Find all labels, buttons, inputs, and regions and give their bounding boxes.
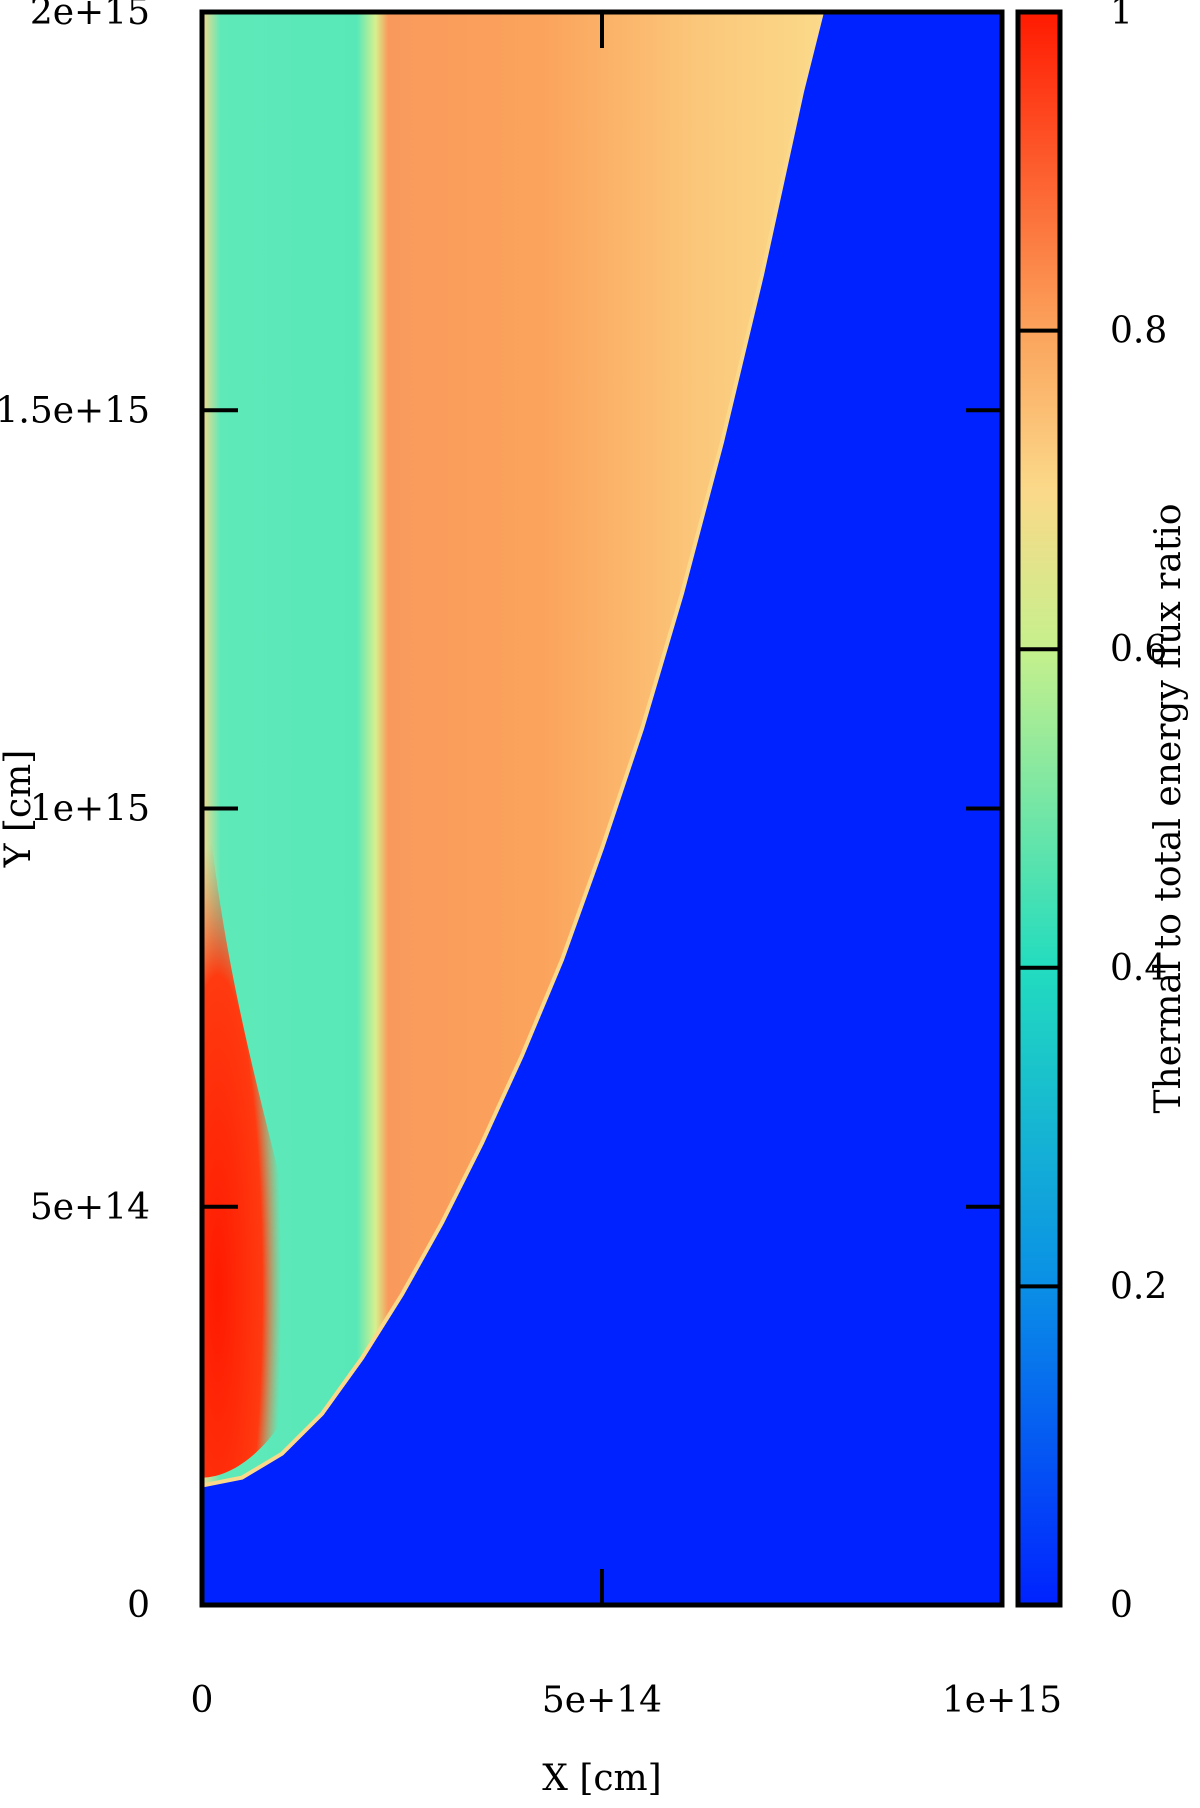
x-ticks: 0 5e+14 1e+15	[191, 12, 1062, 1721]
shocked-region	[202, 12, 822, 1486]
x-axis-title: X [cm]	[542, 1758, 661, 1799]
colorbar-tick-label: 0.8	[1110, 311, 1167, 352]
colorbar-tick-label: 0.4	[1110, 948, 1167, 989]
stagnation-region	[202, 728, 308, 1478]
y-tick-label: 5e+14	[30, 1187, 150, 1228]
colorbar-title: Thermal to total energy flux ratio	[1148, 504, 1189, 1114]
colorbar-tick-label: 1	[1110, 0, 1133, 33]
bow-shock-front	[202, 12, 824, 1488]
y-tick-label: 1e+15	[30, 789, 150, 830]
x-tick-label: 1e+15	[942, 1680, 1062, 1721]
colorbar	[1018, 12, 1060, 1605]
y-tick-label: 2e+15	[30, 0, 150, 33]
plot-area	[202, 12, 1002, 1605]
y-tick-label: 1.5e+15	[0, 390, 150, 431]
y-tick-label: 0	[127, 1585, 150, 1626]
y-axis-title: Y [cm]	[0, 750, 39, 869]
x-tick-label: 5e+14	[542, 1680, 662, 1721]
colorbar-tick-label: 0	[1110, 1585, 1133, 1626]
y-ticks: 0 5e+14 1e+15 1.5e+15 2e+15	[0, 0, 1002, 1626]
x-tick-label: 0	[191, 1680, 214, 1721]
colorbar-tick-label: 0.2	[1110, 1266, 1167, 1307]
colorbar-tick-label: 0.6	[1110, 629, 1167, 670]
colorbar-ticks: 0 0.2 0.4 0.6 0.8 1	[1018, 0, 1167, 1626]
